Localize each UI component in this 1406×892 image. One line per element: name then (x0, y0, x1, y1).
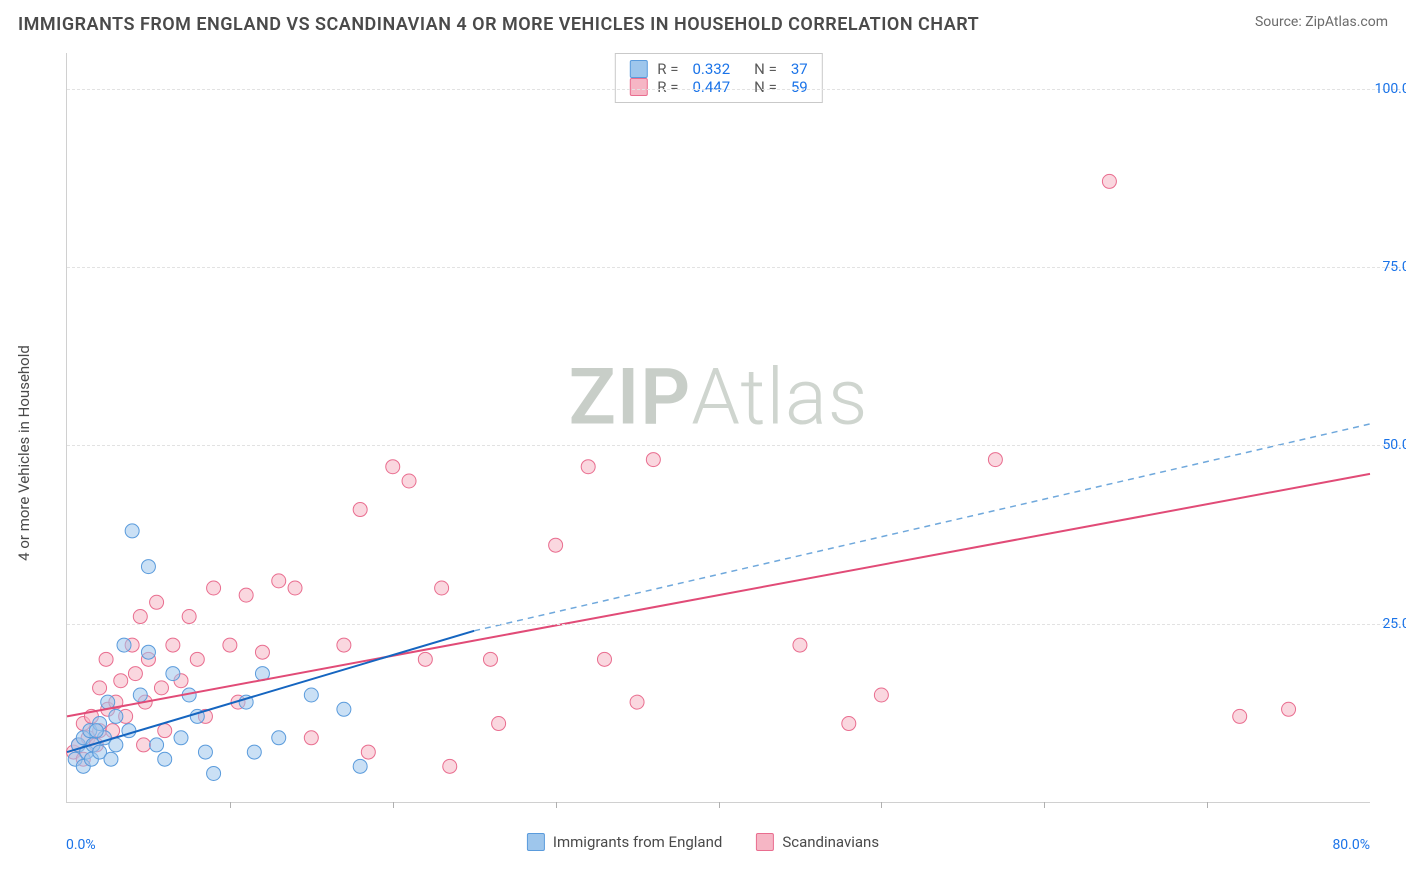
scatter-point (793, 638, 807, 652)
source-name: ZipAtlas.com (1305, 14, 1388, 30)
scatter-point (361, 745, 375, 759)
legend-series: Immigrants from England Scandinavians (527, 833, 879, 851)
scatter-point (137, 738, 151, 752)
scatter-point (646, 453, 660, 467)
legend-label-a: Immigrants from England (553, 833, 722, 851)
legend-label-b: Scandinavians (782, 833, 879, 851)
scatter-point (109, 738, 123, 752)
scatter-point (247, 745, 261, 759)
scatter-point (190, 652, 204, 666)
scatter-point (402, 474, 416, 488)
gridline-h (67, 89, 1406, 90)
gridline-h (67, 445, 1406, 446)
scatter-point (109, 709, 123, 723)
scatter-point (198, 745, 212, 759)
scatter-point (128, 667, 142, 681)
scatter-point (255, 645, 269, 659)
legend-item-b: Scandinavians (756, 833, 879, 851)
y-tick-label: 25.0% (1382, 616, 1406, 632)
scatter-point (99, 652, 113, 666)
x-tick-mark (1044, 802, 1045, 808)
scatter-point (150, 595, 164, 609)
scatter-point (483, 652, 497, 666)
y-tick-label: 100.0% (1375, 81, 1406, 97)
scatter-point (174, 731, 188, 745)
scatter-point (842, 717, 856, 731)
x-tick-mark (230, 802, 231, 808)
scatter-point (207, 766, 221, 780)
scatter-point (141, 560, 155, 574)
source-credit: Source: ZipAtlas.com (1255, 14, 1388, 30)
scatter-point (1102, 174, 1116, 188)
page-title: IMMIGRANTS FROM ENGLAND VS SCANDINAVIAN … (18, 14, 979, 35)
x-axis-end-label: 80.0% (1332, 837, 1370, 853)
y-tick-label: 75.0% (1382, 259, 1406, 275)
scatter-point (104, 752, 118, 766)
scatter-point (549, 538, 563, 552)
legend-swatch-a2 (527, 833, 545, 851)
scatter-point (223, 638, 237, 652)
x-tick-mark (556, 802, 557, 808)
x-tick-mark (393, 802, 394, 808)
scatter-point (337, 702, 351, 716)
scatter-point (154, 681, 168, 695)
scatter-point (158, 724, 172, 738)
scatter-point (418, 652, 432, 666)
scatter-point (353, 759, 367, 773)
y-tick-label: 50.0% (1382, 437, 1406, 453)
x-tick-mark (719, 802, 720, 808)
scatter-point (89, 724, 103, 738)
scatter-point (288, 581, 302, 595)
scatter-point (166, 667, 180, 681)
scatter-point (988, 453, 1002, 467)
x-axis-origin-label: 0.0% (66, 837, 96, 853)
scatter-point (182, 610, 196, 624)
scatter-point (207, 581, 221, 595)
legend-item-a: Immigrants from England (527, 833, 722, 851)
scatter-point (150, 738, 164, 752)
scatter-point (1282, 702, 1296, 716)
scatter-point (133, 610, 147, 624)
scatter-point (874, 688, 888, 702)
header-row: IMMIGRANTS FROM ENGLAND VS SCANDINAVIAN … (18, 14, 1388, 35)
trend-line (67, 474, 1370, 717)
scatter-point (141, 645, 155, 659)
x-tick-mark (1207, 802, 1208, 808)
chart-container: IMMIGRANTS FROM ENGLAND VS SCANDINAVIAN … (0, 0, 1406, 892)
y-axis-label: 4 or more Vehicles in Household (15, 345, 33, 561)
x-tick-mark (881, 802, 882, 808)
scatter-point (93, 681, 107, 695)
trend-line (474, 424, 1370, 631)
scatter-point (114, 674, 128, 688)
scatter-point (443, 759, 457, 773)
legend-swatch-b2 (756, 833, 774, 851)
scatter-point (272, 731, 286, 745)
scatter-point (158, 752, 172, 766)
chart-area: 4 or more Vehicles in Household ZIPAtlas… (18, 43, 1388, 863)
scatter-point (166, 638, 180, 652)
gridline-h (67, 267, 1406, 268)
scatter-point (125, 524, 139, 538)
scatter-svg (67, 53, 1370, 802)
scatter-point (337, 638, 351, 652)
source-prefix: Source: (1255, 14, 1305, 30)
scatter-point (304, 731, 318, 745)
scatter-point (435, 581, 449, 595)
plot-region: ZIPAtlas R = 0.332 N = 37 R = 0.447 N = … (66, 53, 1370, 803)
scatter-point (597, 652, 611, 666)
scatter-point (581, 460, 595, 474)
scatter-point (1233, 709, 1247, 723)
gridline-h (67, 624, 1406, 625)
scatter-point (239, 588, 253, 602)
scatter-point (492, 717, 506, 731)
scatter-point (117, 638, 131, 652)
scatter-point (353, 503, 367, 517)
scatter-point (630, 695, 644, 709)
scatter-point (386, 460, 400, 474)
scatter-point (272, 574, 286, 588)
scatter-point (304, 688, 318, 702)
scatter-point (133, 688, 147, 702)
